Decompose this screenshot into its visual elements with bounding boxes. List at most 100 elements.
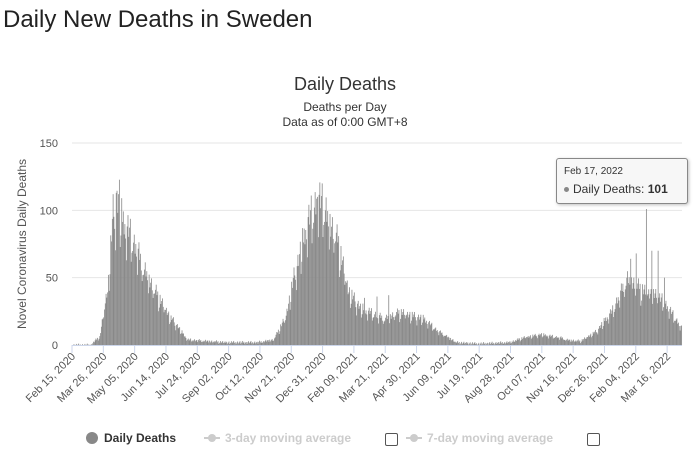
bar[interactable] — [377, 318, 379, 345]
bar[interactable] — [380, 317, 382, 345]
bar[interactable] — [101, 319, 103, 345]
bar[interactable] — [349, 287, 351, 345]
bar[interactable] — [499, 342, 501, 345]
bar[interactable] — [666, 308, 668, 345]
bar[interactable] — [261, 342, 263, 345]
bar[interactable] — [389, 323, 390, 345]
bar[interactable] — [469, 342, 471, 345]
bar[interactable] — [385, 317, 387, 345]
bar[interactable] — [490, 342, 492, 345]
bar[interactable] — [363, 310, 365, 345]
bar[interactable] — [274, 338, 275, 345]
bar[interactable] — [624, 296, 625, 345]
bar[interactable] — [627, 271, 628, 345]
bar[interactable] — [574, 341, 576, 345]
bar[interactable] — [679, 330, 681, 345]
legend-checkbox-3day[interactable] — [385, 433, 398, 446]
bar[interactable] — [166, 315, 168, 345]
bar[interactable] — [126, 260, 127, 345]
bar[interactable] — [321, 196, 322, 345]
bar[interactable] — [205, 339, 206, 345]
bar[interactable] — [405, 315, 407, 345]
bar[interactable] — [238, 342, 240, 345]
bar[interactable] — [620, 283, 622, 345]
bar[interactable] — [544, 334, 546, 345]
bar[interactable] — [429, 320, 430, 345]
bar[interactable] — [501, 342, 503, 345]
bar[interactable] — [285, 315, 287, 345]
bar[interactable] — [631, 277, 632, 345]
bar[interactable] — [505, 343, 506, 345]
bar[interactable] — [158, 307, 160, 345]
bar[interactable] — [595, 332, 597, 345]
bar[interactable] — [492, 343, 494, 345]
bar[interactable] — [267, 340, 269, 345]
bar[interactable] — [369, 313, 371, 345]
bar[interactable] — [183, 333, 184, 345]
bar[interactable] — [290, 301, 292, 345]
bar[interactable] — [506, 341, 508, 345]
bar[interactable] — [610, 313, 612, 345]
bar[interactable] — [306, 239, 307, 345]
bar[interactable] — [554, 337, 556, 345]
bar[interactable] — [474, 342, 476, 345]
bar[interactable] — [198, 340, 199, 345]
bar[interactable] — [162, 298, 163, 345]
bar[interactable] — [287, 311, 289, 345]
bar[interactable] — [414, 311, 415, 345]
bar[interactable] — [250, 340, 252, 345]
bar[interactable] — [190, 338, 192, 345]
bar[interactable] — [503, 343, 505, 345]
bar[interactable] — [433, 329, 435, 345]
bar[interactable] — [347, 294, 349, 345]
bar[interactable] — [193, 340, 195, 345]
bar[interactable] — [223, 342, 225, 345]
legend-checkbox-7day[interactable] — [587, 433, 600, 446]
bar[interactable] — [524, 337, 526, 345]
bar[interactable] — [338, 236, 340, 345]
bar[interactable] — [465, 343, 466, 345]
bar[interactable] — [436, 330, 437, 345]
bar[interactable] — [301, 261, 303, 345]
bar[interactable] — [108, 290, 110, 345]
bar[interactable] — [253, 342, 255, 345]
bar[interactable] — [374, 314, 376, 345]
bar[interactable] — [144, 262, 146, 345]
bar[interactable] — [410, 323, 412, 345]
bar[interactable] — [567, 340, 569, 345]
bar[interactable] — [648, 289, 650, 345]
bar[interactable] — [389, 314, 391, 345]
bar[interactable] — [378, 315, 380, 345]
bar[interactable] — [442, 334, 444, 345]
bar[interactable] — [147, 280, 148, 345]
bar[interactable] — [457, 341, 459, 345]
bar[interactable] — [213, 341, 215, 345]
bar[interactable] — [592, 331, 594, 345]
bar[interactable] — [566, 338, 568, 345]
bar[interactable] — [411, 320, 412, 345]
bar[interactable] — [414, 317, 416, 345]
bar[interactable] — [496, 343, 498, 345]
bar[interactable] — [116, 190, 118, 345]
bar[interactable] — [295, 290, 297, 345]
bar[interactable] — [127, 215, 129, 345]
bar[interactable] — [210, 341, 212, 345]
bar[interactable] — [436, 330, 438, 345]
bar[interactable] — [345, 281, 347, 345]
bar[interactable] — [614, 309, 616, 345]
bar[interactable] — [611, 310, 613, 345]
bar[interactable] — [307, 217, 309, 345]
bar[interactable] — [487, 342, 488, 345]
bar[interactable] — [280, 324, 282, 345]
bar[interactable] — [664, 303, 666, 345]
bar[interactable] — [232, 342, 234, 345]
bar[interactable] — [630, 258, 632, 345]
bar[interactable] — [325, 197, 327, 345]
bar[interactable] — [379, 312, 381, 345]
bar[interactable] — [464, 343, 466, 345]
bar[interactable] — [469, 343, 470, 345]
bar[interactable] — [667, 311, 669, 345]
bar[interactable] — [568, 339, 570, 345]
bar[interactable] — [340, 246, 342, 345]
bar[interactable] — [383, 321, 385, 345]
